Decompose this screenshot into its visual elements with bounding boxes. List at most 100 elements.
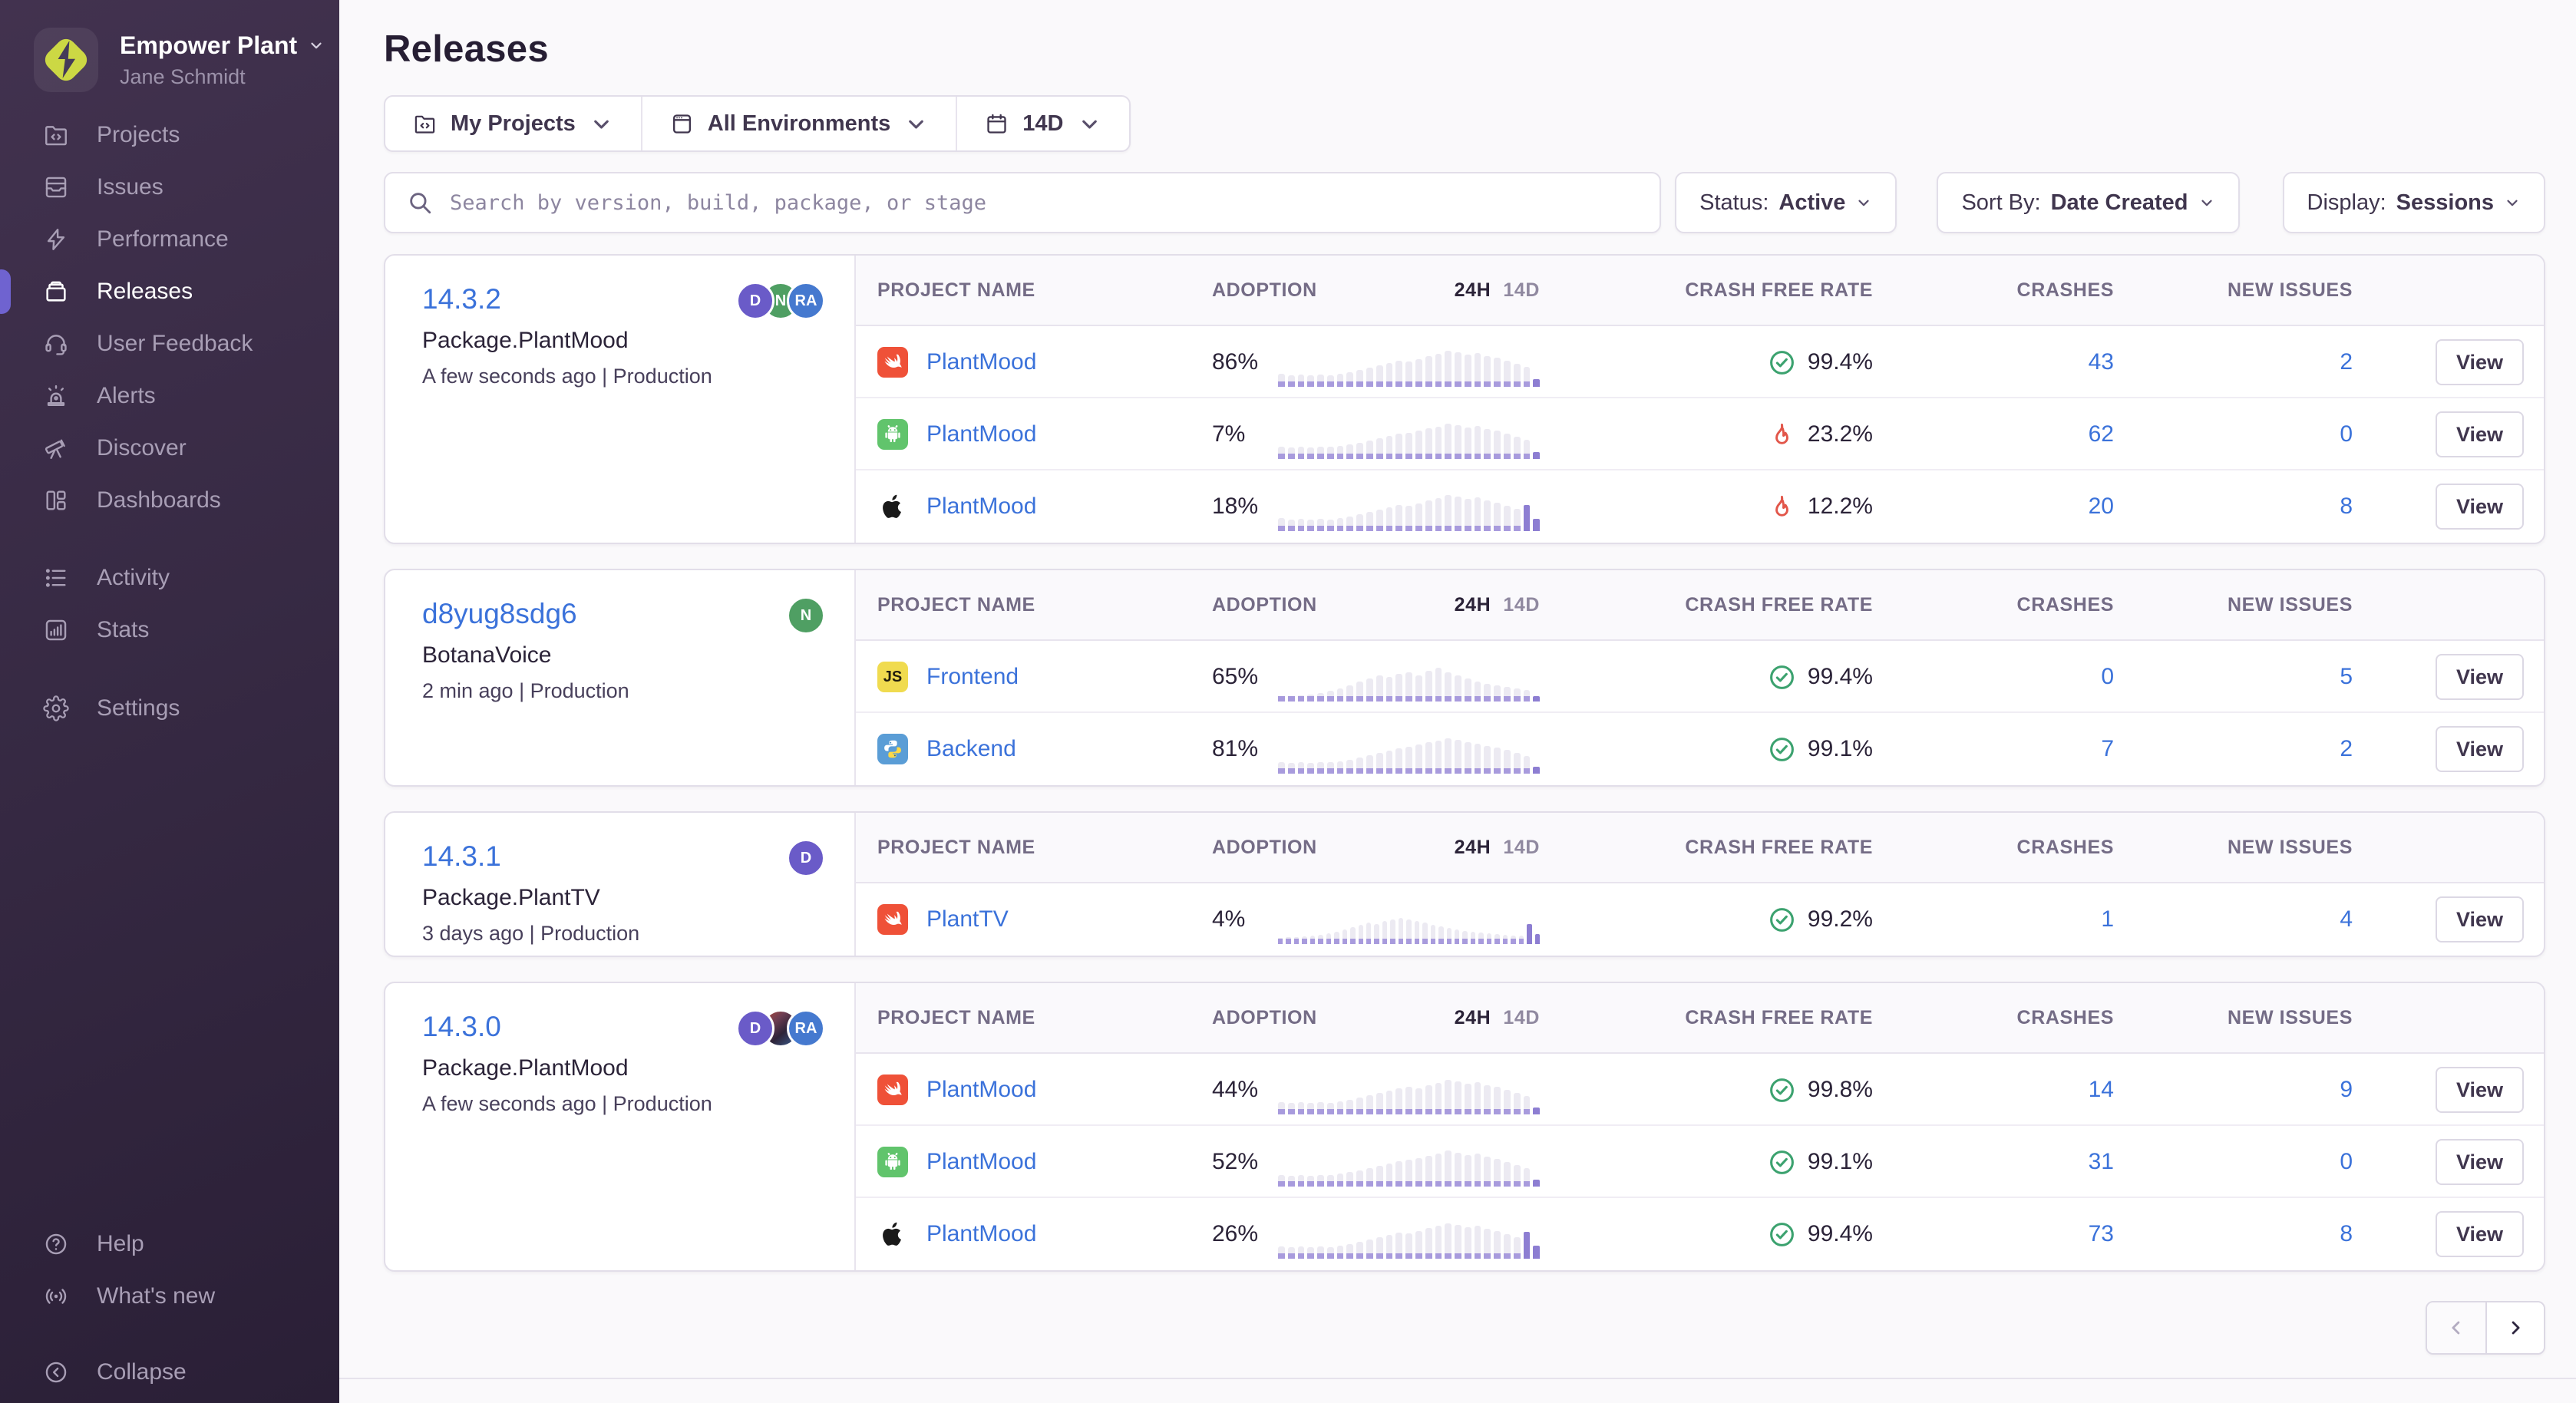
sidebar-item-label: Activity <box>97 565 170 590</box>
release-version-link[interactable]: 14.3.2 <box>422 283 501 315</box>
sidebar-item-projects[interactable]: Projects <box>0 109 339 161</box>
sidebar-item-collapse[interactable]: Collapse <box>0 1346 339 1398</box>
crash-free-value: 99.4% <box>1807 1221 1873 1246</box>
period-24h-toggle[interactable]: 24H <box>1454 279 1491 301</box>
view-button[interactable]: View <box>2435 484 2524 530</box>
col-adoption: ADOPTION <box>1212 279 1317 301</box>
crash-free-rate: 12.2% <box>1540 493 1873 521</box>
crashes-link[interactable]: 14 <box>2088 1077 2114 1102</box>
new-issues-link[interactable]: 0 <box>2340 1149 2353 1174</box>
col-project-name: PROJECT NAME <box>877 836 1035 858</box>
sidebar-item-activity[interactable]: Activity <box>0 552 339 604</box>
sidebar-item-user-feedback[interactable]: User Feedback <box>0 318 339 370</box>
new-issues-link[interactable]: 4 <box>2340 906 2353 932</box>
new-issues-link[interactable]: 8 <box>2340 494 2353 519</box>
crashes-link[interactable]: 7 <box>2101 736 2114 761</box>
view-button[interactable]: View <box>2435 896 2524 942</box>
view-button[interactable]: View <box>2435 654 2524 700</box>
project-filter-button[interactable]: My Projects <box>385 97 641 150</box>
projects-icon <box>43 122 69 148</box>
project-link[interactable]: PlantMood <box>926 1221 1037 1246</box>
crashes-link[interactable]: 73 <box>2088 1221 2114 1246</box>
period-14d-toggle[interactable]: 14D <box>1503 836 1540 858</box>
sidebar-item-what-s-new[interactable]: What's new <box>0 1270 339 1322</box>
new-issues-link[interactable]: 8 <box>2340 1221 2353 1246</box>
environment-filter-button[interactable]: All Environments <box>640 97 956 150</box>
release-version-link[interactable]: 14.3.0 <box>422 1011 501 1042</box>
sidebar-item-stats[interactable]: Stats <box>0 604 339 656</box>
crashes-link[interactable]: 62 <box>2088 421 2114 447</box>
sidebar-item-issues[interactable]: Issues <box>0 161 339 213</box>
sidebar-item-help[interactable]: Help <box>0 1218 339 1270</box>
view-button[interactable]: View <box>2435 411 2524 457</box>
view-button[interactable]: View <box>2435 1067 2524 1113</box>
sidebar-item-discover[interactable]: Discover <box>0 422 339 474</box>
period-24h-toggle[interactable]: 24H <box>1454 1006 1491 1028</box>
col-crashes: CRASHES <box>2016 836 2114 858</box>
crashes-link[interactable]: 1 <box>2101 906 2114 932</box>
adoption-sparkline <box>1278 1126 1541 1198</box>
period-24h-toggle[interactable]: 24H <box>1454 593 1491 616</box>
new-issues-link[interactable]: 5 <box>2340 664 2353 689</box>
next-page-button[interactable] <box>2485 1302 2544 1353</box>
period-14d-toggle[interactable]: 14D <box>1503 279 1540 301</box>
release-package: BotanaVoice <box>422 642 552 668</box>
release-projects-table: PROJECT NAME ADOPTION 24H 14D CRASH FREE… <box>856 570 2544 785</box>
pagination <box>384 1301 2545 1355</box>
project-link[interactable]: PlantMood <box>926 1149 1037 1174</box>
sort-by-dropdown[interactable]: Sort By: Date Created <box>1937 172 2240 233</box>
status-dropdown[interactable]: Status: Active <box>1675 172 1897 233</box>
environment-filter-label: All Environments <box>707 111 891 136</box>
sidebar-item-releases[interactable]: Releases <box>0 266 339 318</box>
period-14d-toggle[interactable]: 14D <box>1503 1006 1540 1028</box>
status-label: Status: <box>1699 190 1769 215</box>
sidebar-item-label: Collapse <box>97 1359 187 1385</box>
sidebar-nav-secondary: Activity Stats <box>0 552 339 656</box>
release-version-link[interactable]: 14.3.1 <box>422 840 501 872</box>
crashes-link[interactable]: 20 <box>2088 494 2114 519</box>
view-button[interactable]: View <box>2435 1211 2524 1257</box>
adoption-value: 81% <box>1212 736 1259 761</box>
swift-icon <box>877 1075 908 1105</box>
status-value: Active <box>1778 190 1846 215</box>
project-link[interactable]: PlantMood <box>926 1077 1037 1102</box>
project-link[interactable]: Frontend <box>926 664 1019 689</box>
sidebar-item-alerts[interactable]: Alerts <box>0 370 339 422</box>
display-dropdown[interactable]: Display: Sessions <box>2282 172 2545 233</box>
org-switcher[interactable]: Empower Plant Jane Schmidt <box>0 0 339 94</box>
view-button[interactable]: View <box>2435 339 2524 385</box>
release-version-link[interactable]: d8yug8sdg6 <box>422 598 577 629</box>
adoption-sparkline <box>1278 398 1541 470</box>
new-issues-link[interactable]: 0 <box>2340 421 2353 447</box>
sidebar-item-performance[interactable]: Performance <box>0 213 339 266</box>
project-link[interactable]: PlantMood <box>926 494 1037 519</box>
adoption-sparkline <box>1278 1198 1541 1270</box>
project-link[interactable]: Backend <box>926 736 1016 761</box>
release-card: 14.3.2 Package.PlantMood A few seconds a… <box>384 254 2545 544</box>
release-summary: d8yug8sdg6 BotanaVoice 2 min ago | Produ… <box>385 570 856 785</box>
search-bar <box>384 172 1662 233</box>
swift-icon <box>877 347 908 378</box>
main-content: Releases My Projects All Environments 14… <box>339 0 2576 1403</box>
crashes-link[interactable]: 43 <box>2088 349 2114 375</box>
project-link[interactable]: PlantTV <box>926 906 1009 932</box>
col-period: 24H 14D <box>1278 594 1540 616</box>
period-14d-toggle[interactable]: 14D <box>1503 593 1540 616</box>
project-link[interactable]: PlantMood <box>926 421 1037 447</box>
sidebar-item-settings[interactable]: Settings <box>0 682 339 735</box>
avatar: D <box>787 839 825 877</box>
new-issues-link[interactable]: 9 <box>2340 1077 2353 1102</box>
period-24h-toggle[interactable]: 24H <box>1454 836 1491 858</box>
sidebar-item-dashboards[interactable]: Dashboards <box>0 474 339 527</box>
search-input[interactable] <box>450 190 1639 215</box>
project-row: PlantMood 26% 99.4% 73 8 View <box>856 1198 2544 1270</box>
crashes-link[interactable]: 31 <box>2088 1149 2114 1174</box>
view-button[interactable]: View <box>2435 1139 2524 1185</box>
new-issues-link[interactable]: 2 <box>2340 736 2353 761</box>
project-link[interactable]: PlantMood <box>926 349 1037 375</box>
new-issues-link[interactable]: 2 <box>2340 349 2353 375</box>
crashes-link[interactable]: 0 <box>2101 664 2114 689</box>
view-button[interactable]: View <box>2435 726 2524 772</box>
adoption-value: 18% <box>1212 494 1259 519</box>
date-range-button[interactable]: 14D <box>956 97 1128 150</box>
